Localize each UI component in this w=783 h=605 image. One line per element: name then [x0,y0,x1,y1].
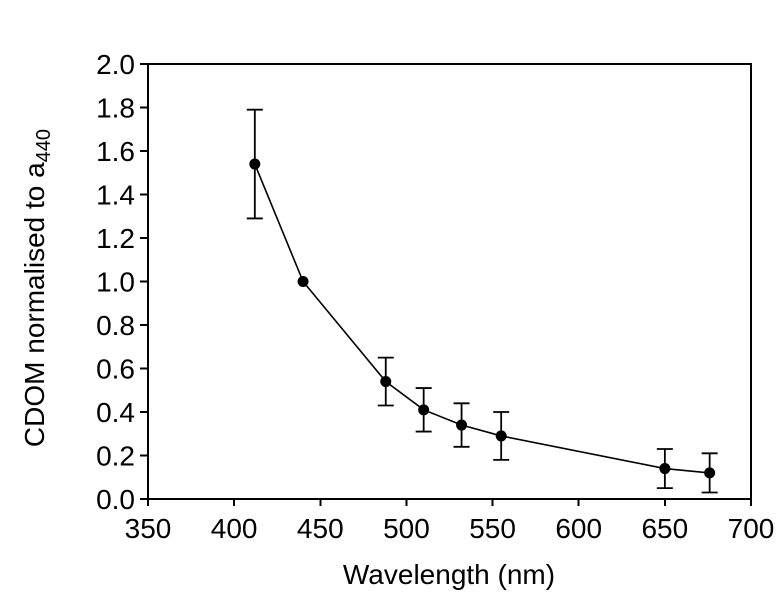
x-tick-label: 600 [555,513,602,544]
data-point-marker [495,430,507,442]
y-tick-label: 0.0 [96,484,135,515]
y-axis-title-text: CDOM normalised to a [19,162,50,447]
data-point-marker [456,419,468,431]
y-tick-label: 2.0 [96,49,135,80]
y-axis-title-subscript: 440 [33,129,55,162]
y-tick-label: 1.4 [96,180,135,211]
y-tick-label: 1.2 [96,223,135,254]
x-tick-label: 450 [297,513,344,544]
data-point-marker [297,276,309,287]
data-point-marker [380,376,392,388]
x-tick-label: 400 [211,513,258,544]
y-tick-label: 1.8 [96,93,135,124]
y-tick-label: 1.0 [96,267,135,298]
data-point-marker [249,158,261,170]
data-point-marker [659,463,671,475]
x-axis-title: Wavelength (nm) [343,559,555,590]
x-tick-label: 550 [469,513,516,544]
data-line [254,163,710,474]
y-axis-title: CDOM normalised to a440 [19,129,55,447]
y-tick-label: 0.8 [96,310,135,341]
y-tick-label: 0.6 [96,354,135,385]
x-tick-label: 650 [641,513,688,544]
x-tick-label: 500 [383,513,430,544]
plot-area: 350 400 450 500 550 600 650 700 0.0 0.2 0.4 0.6 0.8 1… [96,49,774,544]
y-tick-label: 0.4 [96,397,135,428]
plot-frame [147,63,752,500]
data-point-marker [704,467,716,479]
x-tick-label: 350 [125,513,172,544]
x-tick-label: 700 [728,513,775,544]
y-tick-label: 1.6 [96,136,135,167]
data-point-marker [418,404,430,416]
y-tick-label: 0.2 [96,441,135,472]
